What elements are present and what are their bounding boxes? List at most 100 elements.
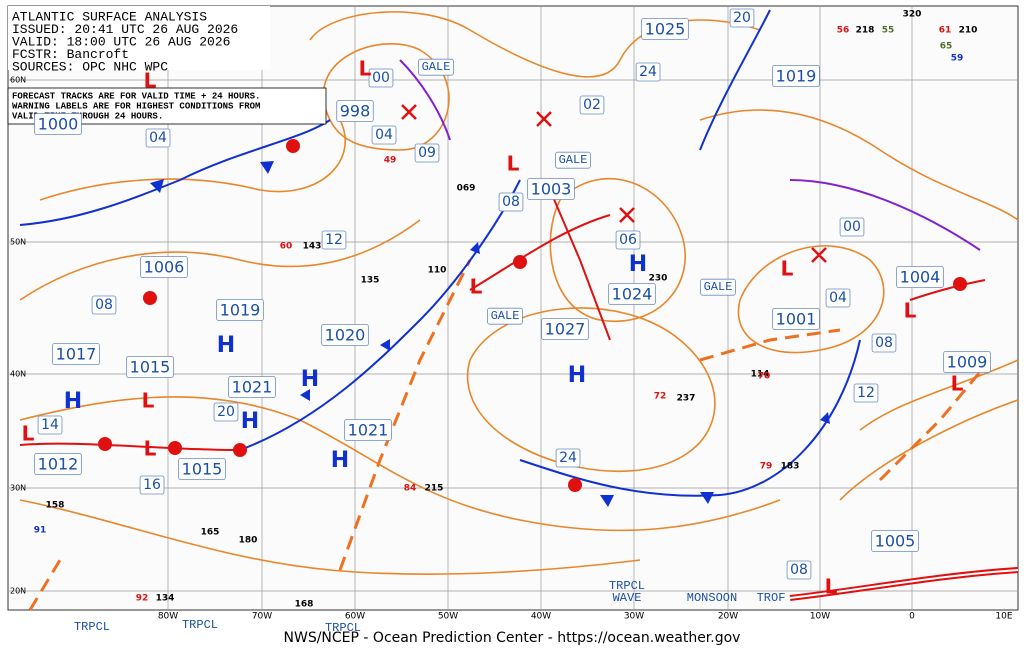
trough	[878, 359, 992, 482]
isobar-label: 14	[41, 417, 59, 433]
station-value: 79	[760, 462, 773, 472]
note-line: VALID TIME THROUGH 24 HOURS.	[12, 111, 163, 121]
isobar-label: 1015	[182, 460, 223, 479]
isobar	[19, 396, 781, 532]
gale-warning-box	[487, 307, 523, 325]
isobar-label-group: 1006	[140, 256, 188, 278]
tropical-label: TRPCL	[325, 621, 361, 635]
low-center: L	[470, 275, 483, 299]
warm-front-symbol	[953, 277, 967, 291]
isobar-label-group: 09	[414, 143, 440, 163]
gale-warning-box	[418, 58, 454, 76]
isobar-label-group: 08	[871, 333, 897, 353]
isobar-label-box	[498, 192, 524, 212]
isobar-label-box	[943, 351, 991, 373]
latitude-label: 40N	[10, 370, 26, 379]
isobar-label: 1009	[947, 353, 988, 372]
isobar-label-group: 1019	[216, 299, 264, 321]
isobar-label: 24	[559, 450, 577, 466]
occluded-front	[789, 179, 981, 251]
isobar-label-group: 20	[213, 402, 239, 422]
isobar-label: 00	[843, 219, 861, 235]
isobar-label: 06	[619, 232, 637, 248]
warm-front	[469, 214, 611, 291]
low-center: L	[144, 437, 157, 461]
isobar-label-group: 20	[729, 8, 755, 28]
isobar-label-box	[52, 343, 100, 365]
isobar-label-group: 1020	[321, 324, 369, 346]
isobar-label-box	[555, 448, 581, 468]
station-value: 143	[303, 242, 322, 252]
gale-warning: GALE	[491, 309, 520, 323]
isobar-label: 02	[583, 97, 601, 113]
isobar-label-group: 08	[786, 560, 812, 580]
isobar-label-box	[641, 18, 689, 40]
isobar-label: 1021	[232, 378, 273, 397]
isobar-label-group: 14	[37, 415, 63, 435]
forecast-positions	[401, 104, 827, 263]
isobar-label-group: 1015	[178, 458, 226, 480]
isobar-label-group: 08	[498, 192, 524, 212]
isobar-label: 1019	[776, 67, 817, 86]
note-line: WARNING LABELS ARE FOR HIGHEST CONDITION…	[12, 101, 260, 111]
isobar-label-box	[825, 288, 851, 308]
isobar-label-box	[213, 402, 239, 422]
low-center: L	[825, 575, 838, 599]
isobar	[19, 219, 421, 301]
isobar-label-box	[615, 230, 641, 250]
station-value: 59	[951, 54, 964, 64]
isobar-label: 20	[217, 404, 235, 420]
isobar-label-group: 00	[839, 217, 865, 237]
isobar-label-box	[34, 113, 82, 135]
gale-warning-group: GALE	[418, 58, 454, 76]
warm-front-symbol	[513, 255, 527, 269]
trough	[699, 328, 841, 362]
tropical-label: TRPCL	[182, 618, 218, 632]
tropical-label: TRPCL	[609, 579, 645, 593]
station-value: 60	[280, 242, 293, 252]
occluded-front	[399, 59, 451, 141]
warm-front	[909, 279, 986, 301]
latitude-label: 50N	[10, 238, 26, 247]
isobar-label-group: 1000	[34, 113, 82, 135]
header-line: VALID: 18:00 UTC 26 AUG 2026	[12, 34, 230, 49]
isobar	[19, 499, 641, 575]
low-center: L	[951, 372, 964, 396]
isobar-label: 998	[340, 102, 371, 121]
isobar-label-box	[321, 324, 369, 346]
header-line: ATLANTIC SURFACE ANALYSIS	[12, 9, 207, 24]
isobar-label: 24	[639, 64, 657, 80]
station-value: 49	[384, 156, 397, 166]
gale-warning-group: GALE	[555, 151, 591, 169]
isobar-label-group: 08	[91, 295, 117, 315]
isobar-label-group: 12	[853, 383, 879, 403]
longitude-label: 20W	[718, 612, 738, 622]
header-line: SOURCES: OPC NHC WPC	[12, 59, 168, 74]
isobar-label-box	[414, 143, 440, 163]
high-center: H	[301, 367, 319, 392]
isobar-label-box	[839, 217, 865, 237]
isobar-label-box	[527, 178, 575, 200]
warm-front-symbol	[568, 478, 582, 492]
isobar	[859, 359, 1019, 431]
low-center: L	[142, 389, 155, 413]
isobar-label: 08	[95, 297, 113, 313]
isobar-label-group: 04	[371, 125, 397, 145]
troughs	[28, 259, 992, 611]
isobar-label: 12	[325, 232, 343, 248]
isobar-label-box	[321, 230, 347, 250]
isobar-label-box	[344, 419, 392, 441]
isobar-label-group: 06	[615, 230, 641, 250]
isobar-label: 1019	[220, 301, 261, 320]
isobar-label-group: 00	[368, 68, 394, 88]
isobar-label-group: 1001	[772, 308, 820, 330]
low-center: L	[22, 422, 35, 446]
gale-warning-box	[700, 278, 736, 296]
station-value: 237	[677, 394, 696, 404]
station-value: 110	[428, 266, 447, 276]
isobar-label-box	[216, 299, 264, 321]
isobar-label: 16	[143, 477, 161, 493]
isobar-label-box	[145, 128, 171, 148]
tropical-label: TROF	[757, 591, 786, 605]
